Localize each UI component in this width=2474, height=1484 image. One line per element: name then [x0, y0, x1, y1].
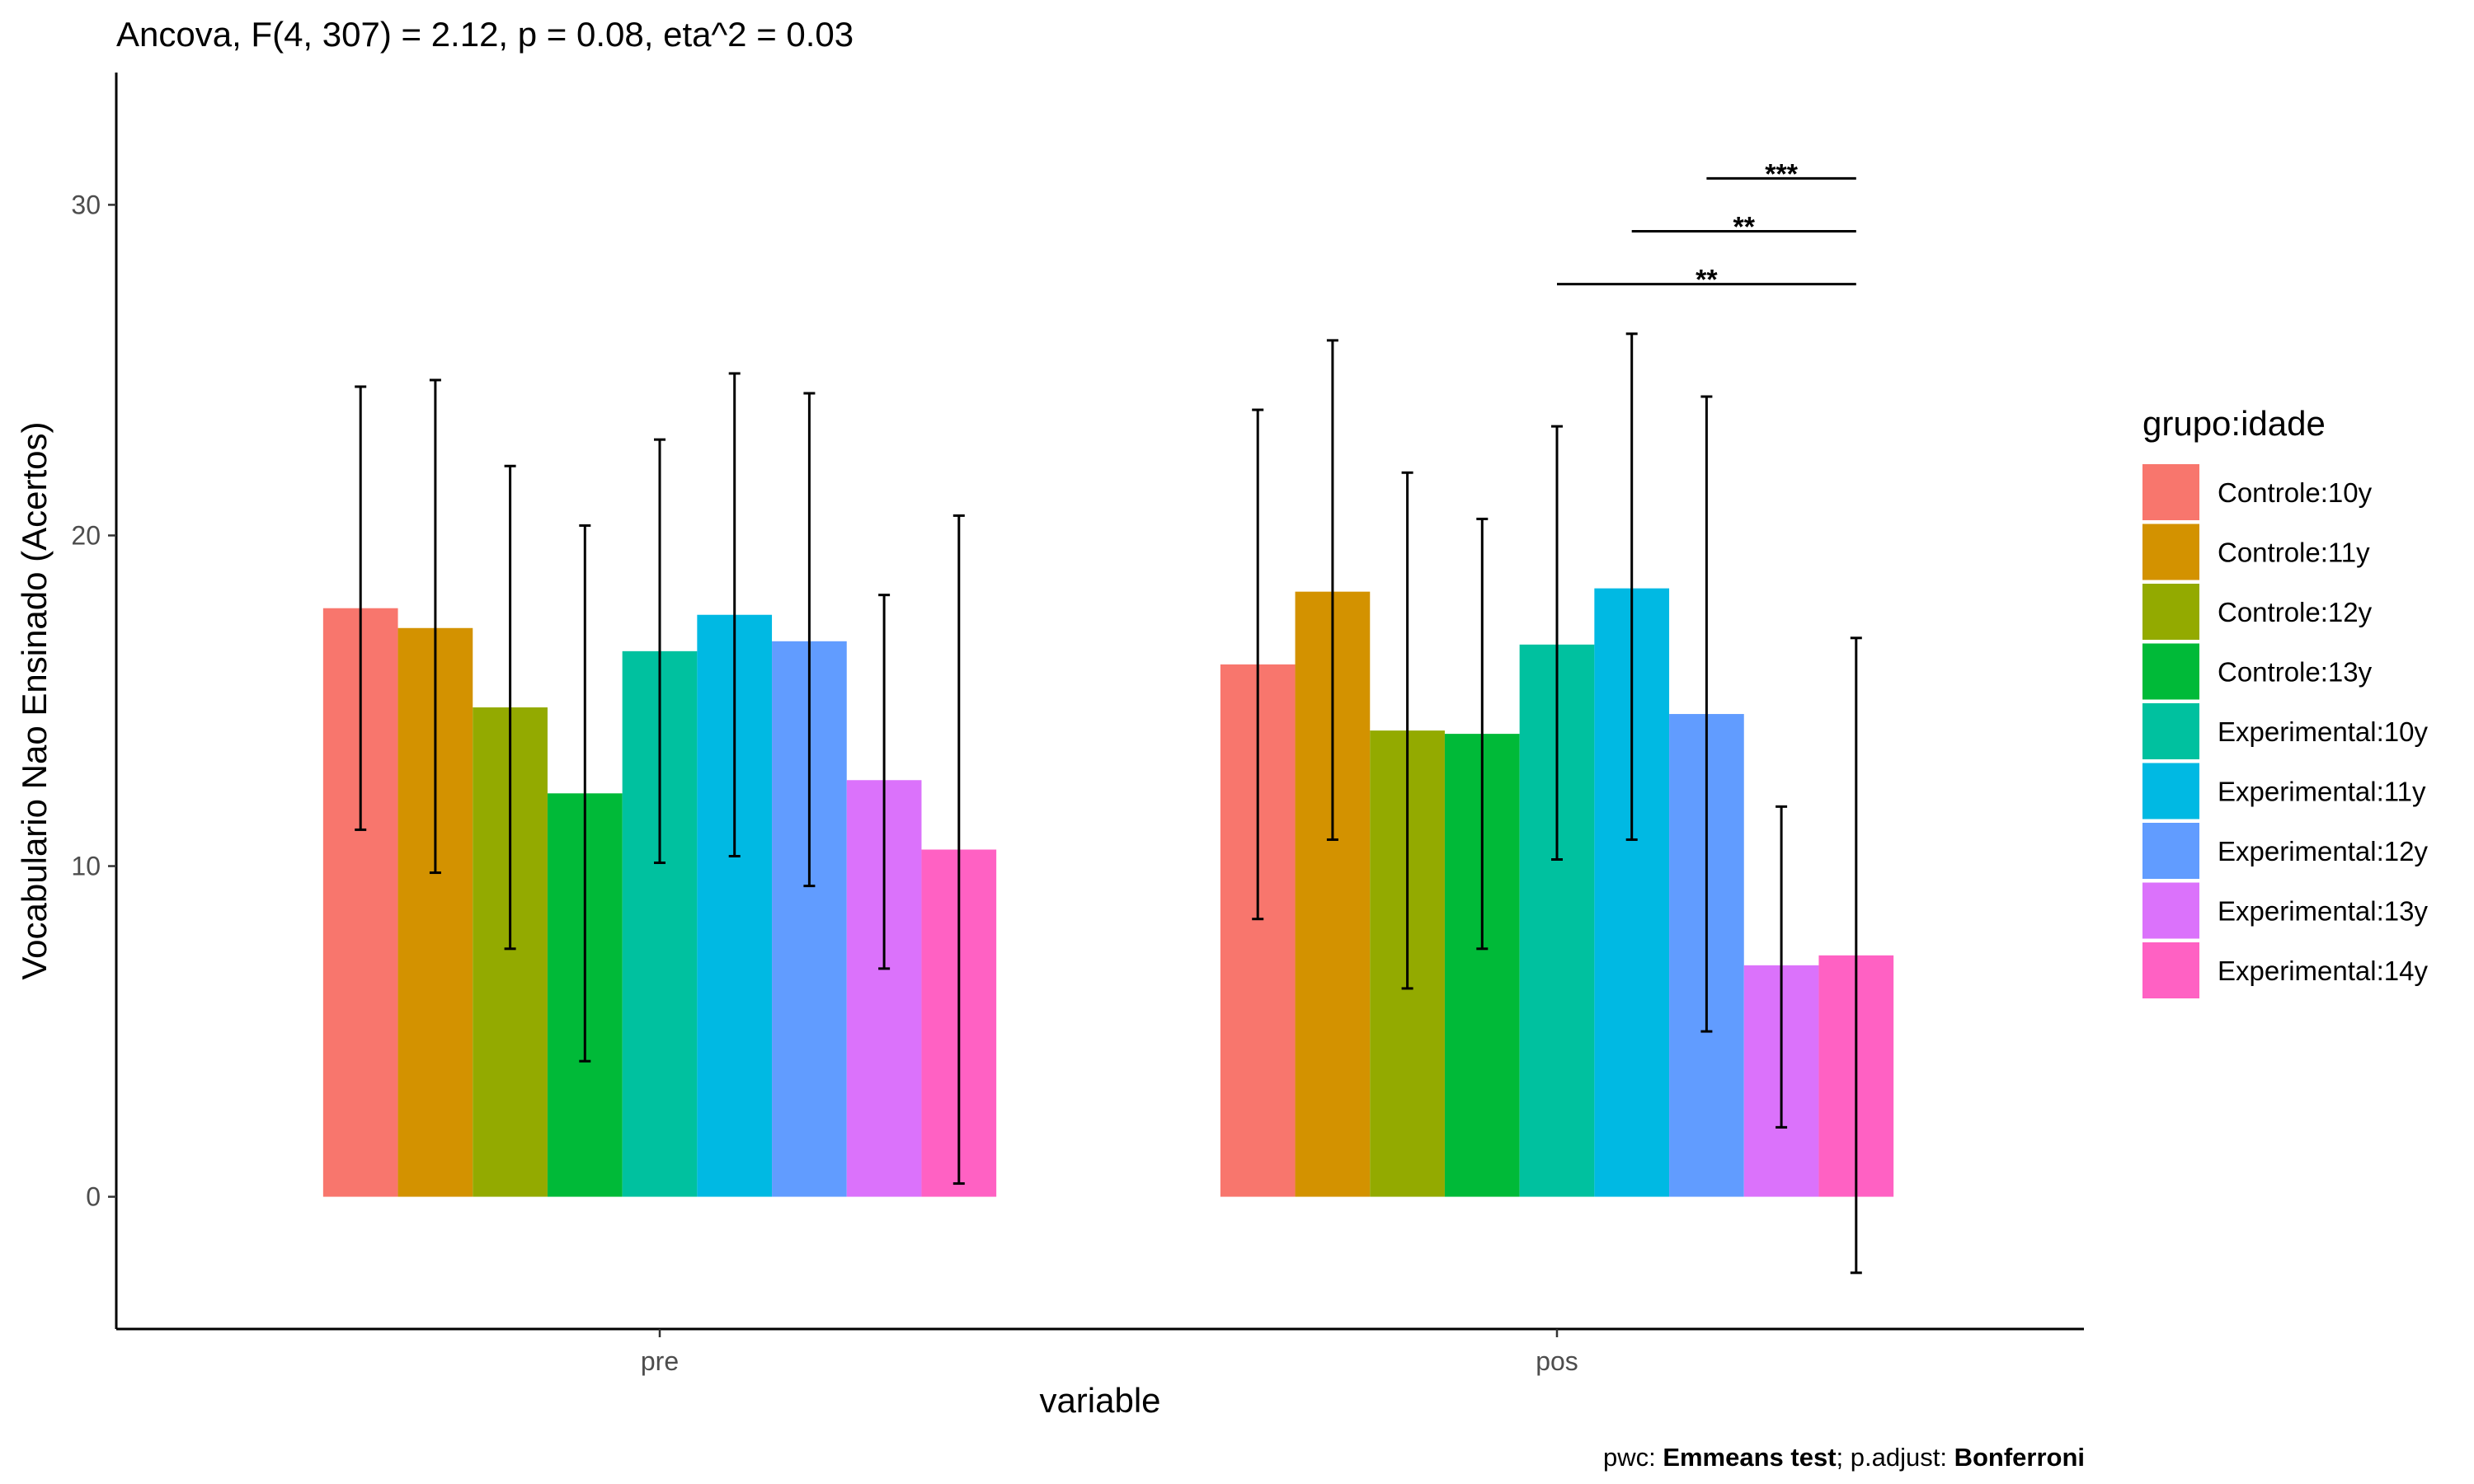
errorbar-pre-1 [429, 378, 441, 875]
errorbar-pre-3 [579, 524, 591, 1063]
errorbar-pre-0 [355, 385, 367, 831]
caption-test: Emmeans test [1663, 1443, 1836, 1472]
y-tick-label: 30 [71, 190, 101, 219]
y-tick-label: 20 [71, 520, 101, 550]
legend-key [2142, 882, 2199, 939]
bars-layer [322, 588, 1894, 1197]
legend-item-7: Experimental:13y [2142, 882, 2428, 939]
legend-key [2142, 823, 2199, 879]
y-axis-title: Vocabulario Nao Ensinado (Acertos) [15, 421, 54, 979]
errorbar-pos-8 [1850, 636, 1862, 1275]
errorbar-pos-4 [1551, 425, 1563, 862]
errorbar-pre-7 [878, 594, 891, 970]
legend-label: Experimental:12y [2218, 836, 2428, 866]
significance-label-0: *** [1765, 158, 1798, 190]
legend-key [2142, 942, 2199, 998]
y-ticks: 0 10 20 30 [71, 190, 116, 1212]
significance-layer: ******* [1557, 158, 1856, 296]
errorbar-pre-2 [504, 464, 516, 951]
x-tick-label-pos: pos [1536, 1346, 1578, 1376]
significance-label-1: ** [1733, 212, 1756, 243]
legend-key [2142, 584, 2199, 640]
x-axis-title: variable [1039, 1381, 1160, 1420]
legend-label: Controle:10y [2218, 477, 2373, 508]
errorbar-pre-8 [952, 514, 965, 1186]
x-ticks: pre pos [641, 1329, 1578, 1376]
errorbar-pos-5 [1625, 332, 1638, 841]
errorbars-layer [355, 332, 1862, 1275]
legend-item-1: Controle:11y [2142, 524, 2370, 580]
legend: grupo:idade Controle:10y Controle:11y Cont… [2142, 404, 2428, 998]
significance-label-2: ** [1696, 265, 1718, 296]
errorbar-pos-2 [1401, 471, 1413, 990]
legend-label: Experimental:11y [2218, 777, 2426, 807]
legend-key [2142, 524, 2199, 580]
errorbar-pos-0 [1252, 408, 1264, 921]
errorbar-pos-6 [1700, 395, 1713, 1033]
legend-key [2142, 464, 2199, 520]
x-tick-label-pre: pre [641, 1346, 679, 1376]
errorbar-pos-3 [1476, 517, 1489, 951]
legend-label: Controle:12y [2218, 597, 2373, 627]
y-tick-label: 10 [71, 852, 101, 881]
legend-label: Experimental:14y [2218, 956, 2428, 986]
y-tick-label: 0 [86, 1182, 101, 1212]
caption-prefix: pwc: [1603, 1443, 1663, 1472]
chart-title: Ancova, F(4, 307) = 2.12, p = 0.08, eta^… [116, 15, 854, 54]
legend-title: grupo:idade [2142, 404, 2326, 443]
legend-key [2142, 703, 2199, 759]
legend-key [2142, 763, 2199, 819]
caption: pwc: Emmeans test; p.adjust: Bonferroni [1603, 1443, 2085, 1472]
legend-item-0: Controle:10y [2142, 464, 2373, 520]
caption-middle: ; p.adjust: [1837, 1443, 1954, 1472]
legend-item-4: Experimental:10y [2142, 703, 2428, 759]
caption-adjust: Bonferroni [1954, 1443, 2085, 1472]
legend-item-2: Controle:12y [2142, 584, 2373, 640]
legend-label: Controle:11y [2218, 538, 2370, 568]
legend-item-6: Experimental:12y [2142, 823, 2428, 879]
legend-label: Experimental:13y [2218, 896, 2428, 927]
legend-item-3: Controle:13y [2142, 643, 2373, 700]
errorbar-pre-6 [803, 392, 816, 888]
legend-item-5: Experimental:11y [2142, 763, 2426, 819]
legend-item-8: Experimental:14y [2142, 942, 2428, 998]
errorbar-pos-1 [1326, 339, 1338, 841]
legend-key [2142, 643, 2199, 700]
errorbar-pre-4 [654, 438, 666, 865]
errorbar-pos-7 [1776, 805, 1788, 1129]
legend-label: Experimental:10y [2218, 716, 2428, 747]
legend-label: Controle:13y [2218, 657, 2373, 688]
errorbar-pre-5 [728, 372, 741, 857]
